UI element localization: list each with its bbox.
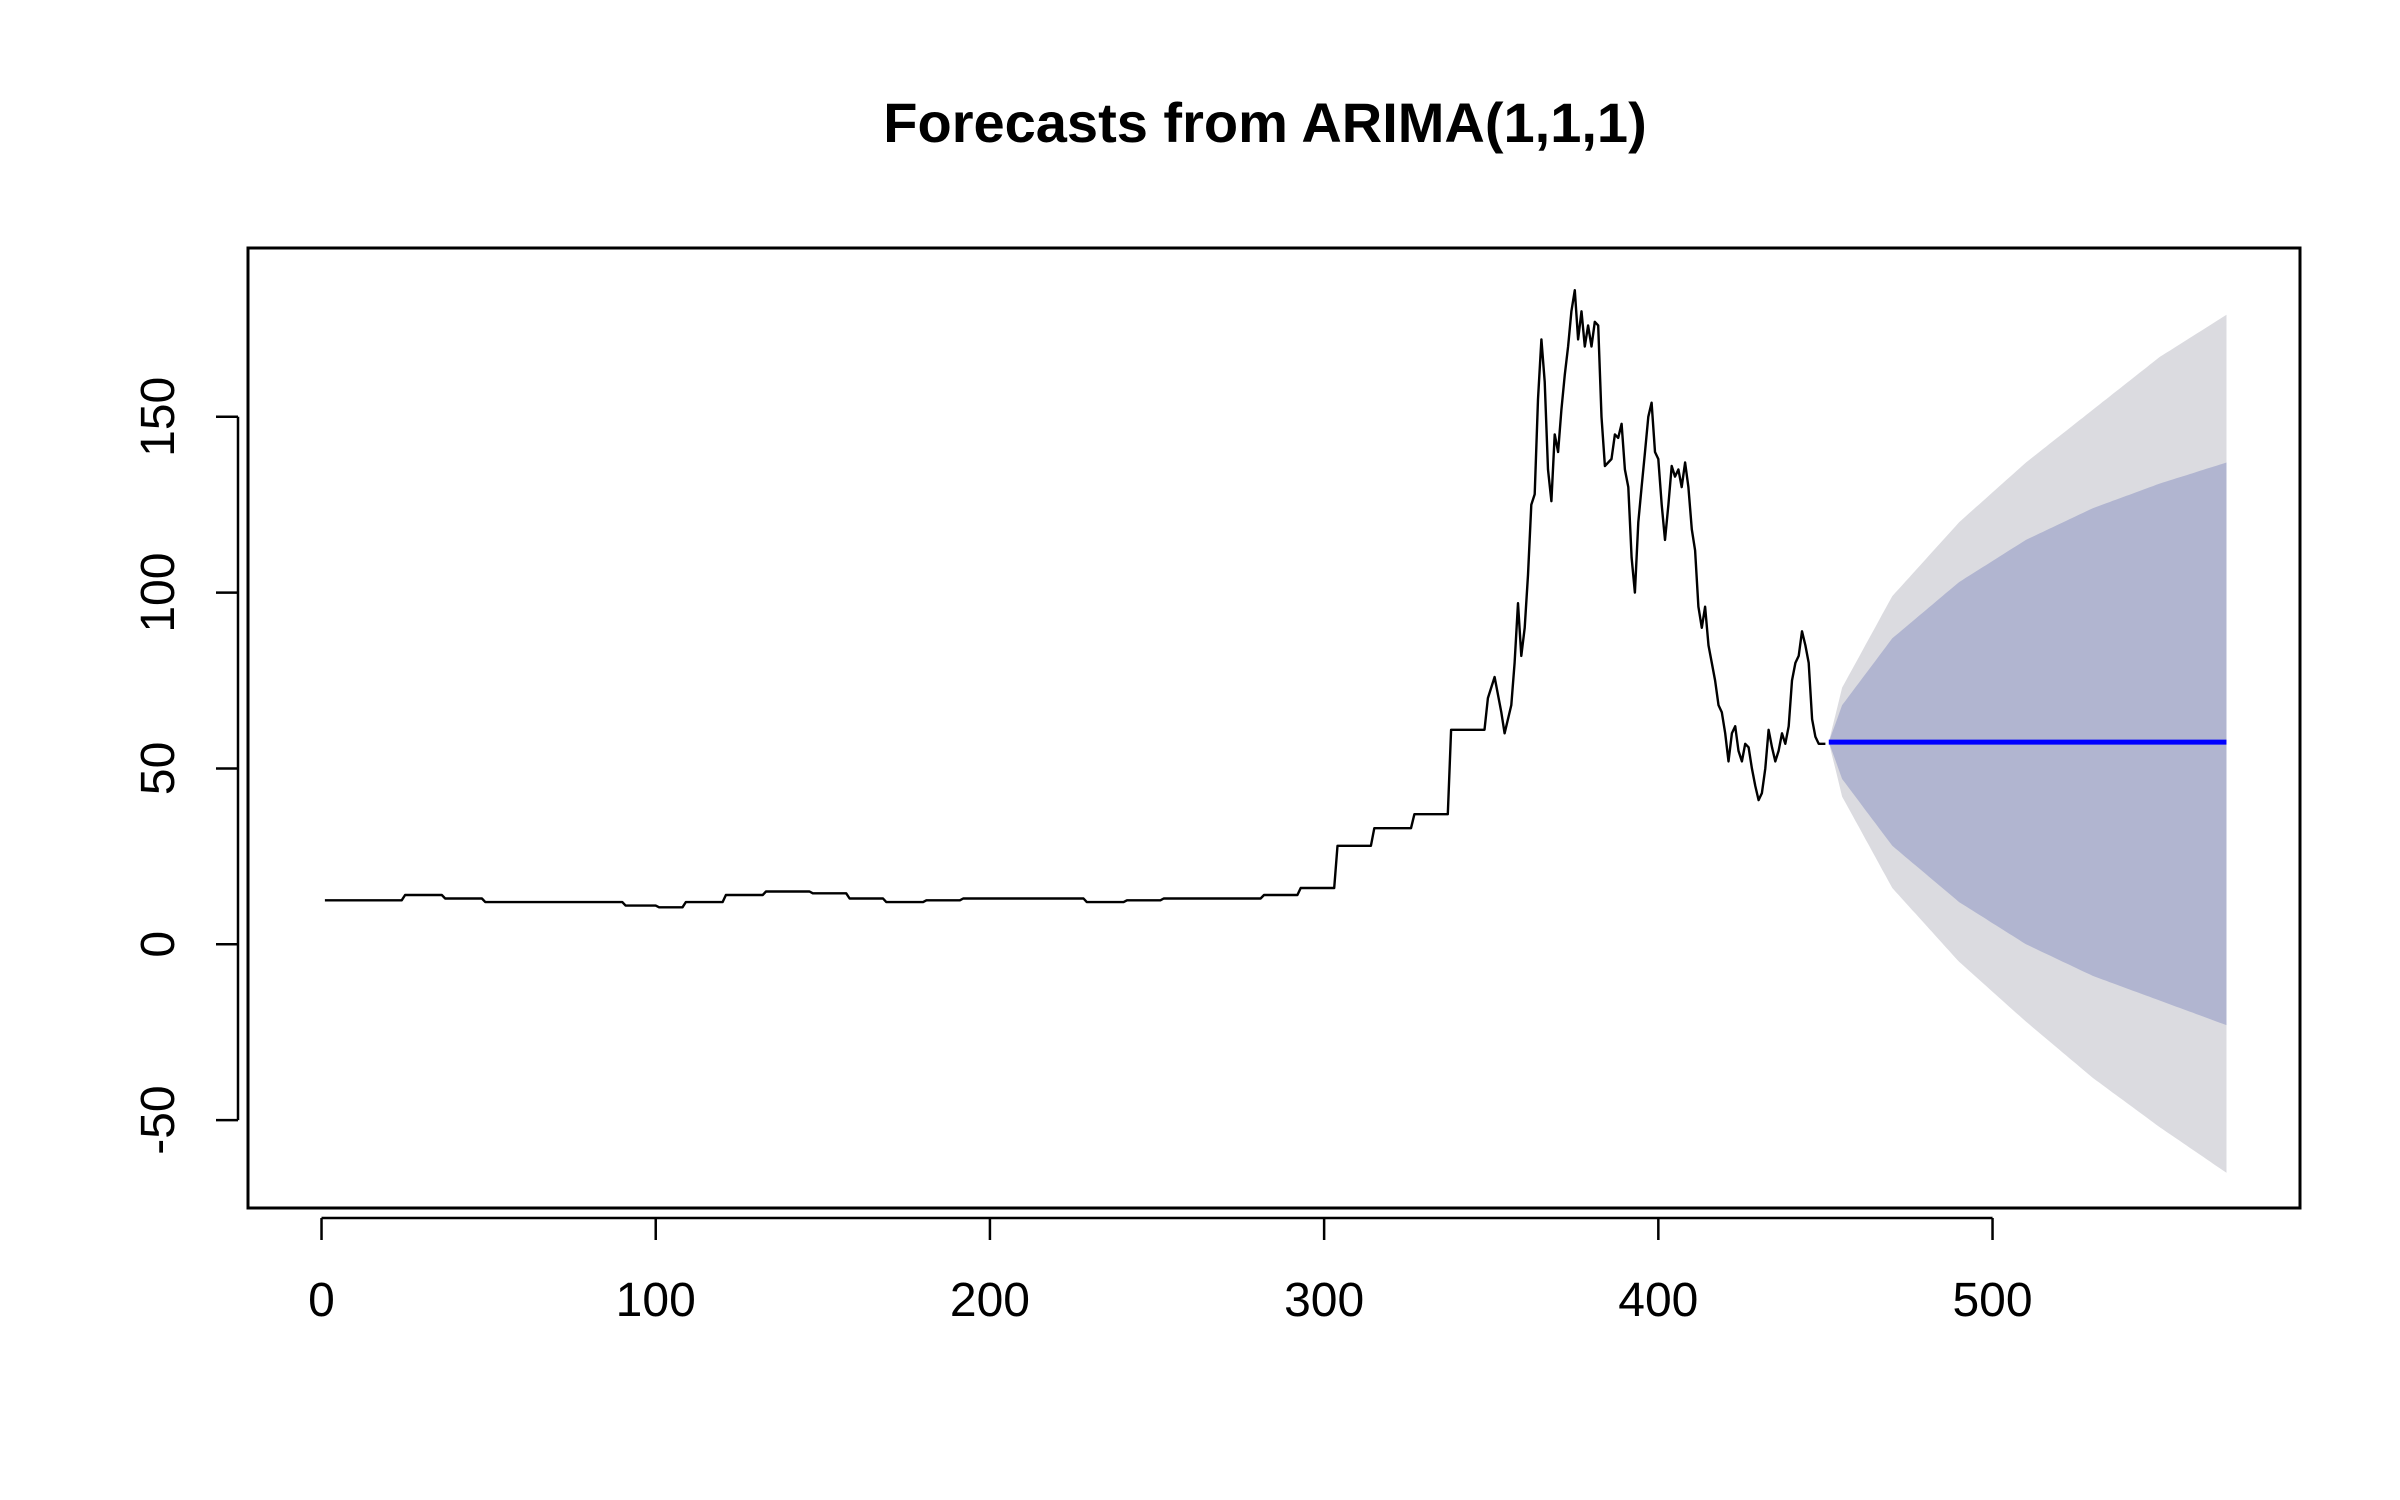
y-tick-label: 0 <box>132 931 185 958</box>
x-tick-label: 0 <box>308 1274 335 1327</box>
history-line <box>324 289 1826 909</box>
y-tick-label: 50 <box>132 742 185 795</box>
x-tick-label: 500 <box>1952 1274 2032 1327</box>
x-axis: 0 100 200 300 400 500 <box>308 1216 2033 1327</box>
x-tick-label: 100 <box>616 1274 696 1327</box>
history-series <box>324 289 1826 909</box>
chart-title: Forecasts from ARIMA(1,1,1) <box>883 91 1646 154</box>
x-tick-label: 400 <box>1618 1274 1698 1327</box>
plot-frame <box>246 246 2302 1210</box>
x-tick-label: 300 <box>1284 1274 1364 1327</box>
y-tick-label: -50 <box>132 1085 185 1154</box>
y-tick-label: 150 <box>132 377 185 457</box>
x-tick-label: 200 <box>950 1274 1030 1327</box>
y-tick-label: 100 <box>132 553 185 633</box>
y-axis: -50 0 50 100 150 <box>132 377 240 1155</box>
